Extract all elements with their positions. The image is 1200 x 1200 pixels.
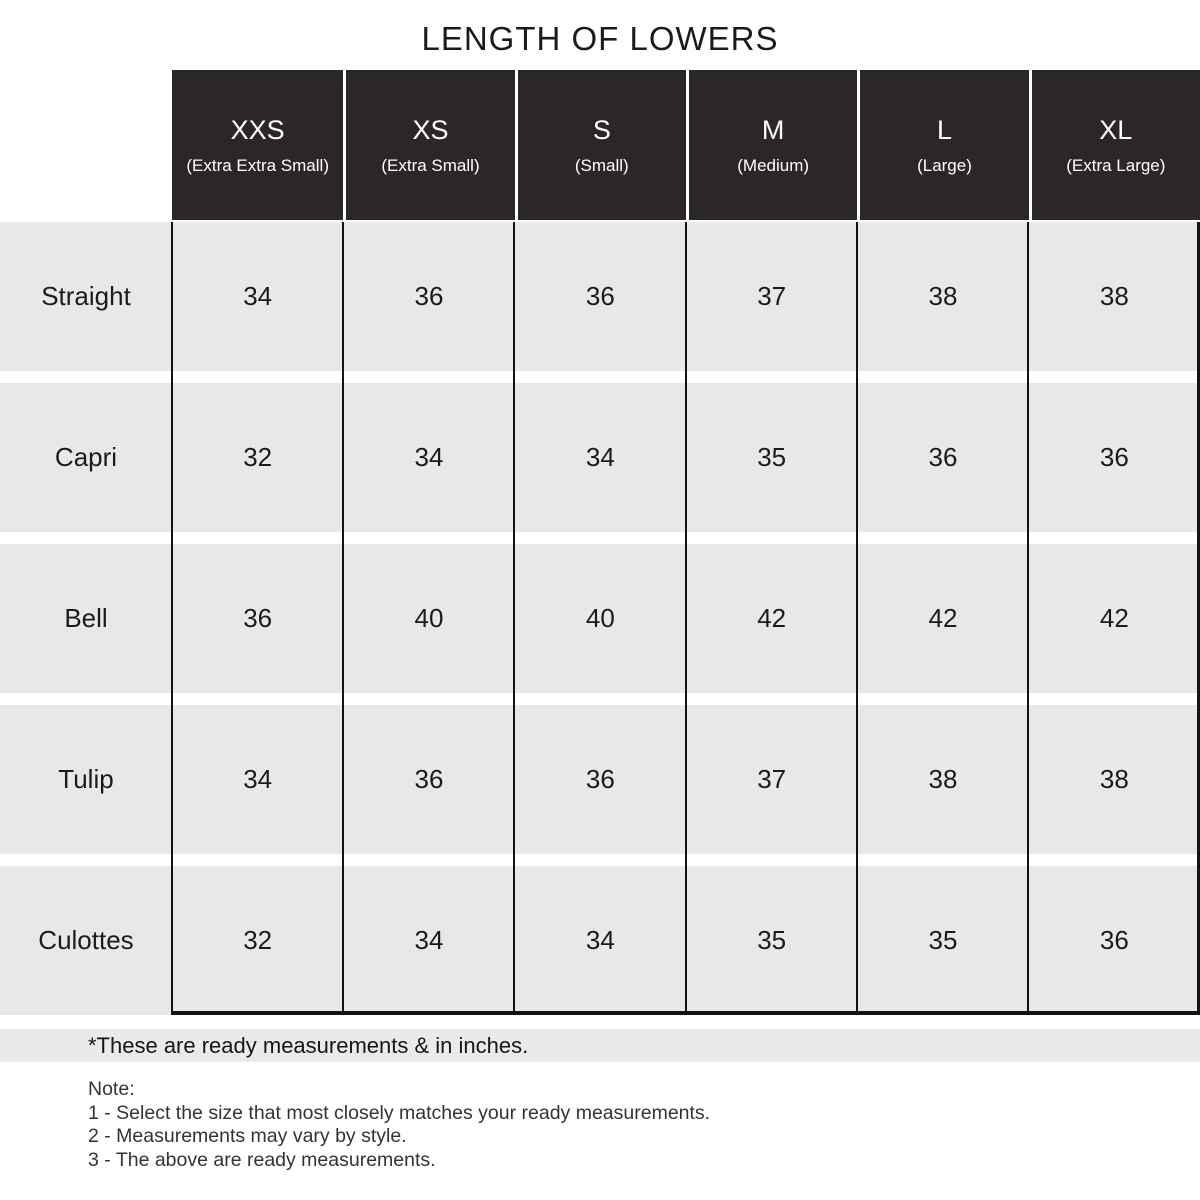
table-cell: 35: [757, 925, 787, 955]
column-header-m: M (Medium): [685, 70, 858, 220]
table-cell: 34: [243, 764, 273, 794]
table-row-bell: Bell 36 40 40 42 42 42: [0, 544, 1200, 693]
column-size-label: M: [761, 114, 785, 145]
table-cell: 36: [585, 281, 615, 311]
table-cell: 40: [585, 603, 615, 633]
table-cell: 36: [414, 764, 444, 794]
size-chart-table: XXS (Extra Extra Small) XS (Extra Small)…: [0, 70, 1200, 1015]
table-cell: 34: [585, 442, 615, 472]
row-label: Straight: [41, 281, 131, 311]
column-header-l: L (Large): [857, 70, 1029, 220]
column-size-label: XL: [1099, 114, 1133, 145]
page-title: LENGTH OF LOWERS: [421, 20, 779, 57]
table-cell: 36: [243, 603, 273, 633]
table-cell: 38: [1099, 764, 1129, 794]
table-corner-cell: [0, 70, 172, 220]
column-size-label: XXS: [230, 114, 285, 145]
table-cell: 36: [1099, 925, 1129, 955]
column-fullname-label: (Extra Small): [381, 155, 480, 175]
column-size-label: L: [936, 114, 952, 145]
table-cell: 38: [928, 764, 958, 794]
table-cell: 35: [928, 925, 958, 955]
table-cell: 42: [1099, 603, 1129, 633]
table-row-tulip: Tulip 34 36 36 37 38 38: [0, 705, 1200, 854]
table-row-capri: Capri 32 34 34 35 36 36: [0, 383, 1200, 532]
column-fullname-label: (Extra Extra Small): [186, 155, 329, 175]
column-size-label: XS: [412, 114, 449, 145]
note-item: 1 - Select the size that most closely ma…: [88, 1101, 711, 1124]
table-cell: 37: [757, 764, 787, 794]
table-cell: 36: [414, 281, 444, 311]
table-cell: 38: [1099, 281, 1129, 311]
column-fullname-label: (Large): [917, 155, 972, 175]
table-cell: 34: [585, 925, 615, 955]
column-header-s: S (Small): [514, 70, 686, 220]
table-cell: 42: [757, 603, 787, 633]
table-cell: 32: [243, 442, 273, 472]
row-label: Capri: [54, 442, 118, 472]
table-header-row: XXS (Extra Extra Small) XS (Extra Small)…: [0, 70, 1200, 220]
row-label: Tulip: [58, 764, 114, 794]
column-fullname-label: (Medium): [737, 155, 810, 175]
note-item: 2 - Measurements may vary by style.: [88, 1125, 407, 1147]
table-cell: 36: [1099, 442, 1129, 472]
table-row-culottes: Culottes 32 34 34 35 35 36: [0, 866, 1200, 1015]
notes-heading: Note:: [88, 1078, 135, 1100]
column-fullname-label: (Extra Large): [1066, 155, 1166, 175]
table-cell: 32: [243, 925, 273, 955]
table-cell: 34: [243, 281, 273, 311]
notes-section: Note: 1 - Select the size that most clos…: [88, 1078, 1200, 1172]
table-cell: 37: [757, 281, 787, 311]
table-body: Straight 34 36 36 37 38 38 Capri 32 34 3…: [0, 222, 1200, 1015]
table-cell: 36: [585, 764, 615, 794]
column-header-xs: XS (Extra Small): [343, 70, 515, 220]
column-size-label: S: [592, 114, 611, 145]
column-fullname-label: (Small): [574, 155, 629, 175]
row-label: Bell: [64, 603, 108, 633]
footnote-band: *These are ready measurements & in inche…: [0, 1029, 1200, 1062]
table-cell: 38: [928, 281, 958, 311]
row-label: Culottes: [38, 925, 134, 955]
table-cell: 34: [414, 442, 444, 472]
column-header-xl: XL (Extra Large): [1028, 70, 1200, 220]
table-cell: 40: [414, 603, 444, 633]
table-cell: 34: [414, 925, 444, 955]
table-cell: 42: [928, 603, 958, 633]
note-item: 3 - The above are ready measurements.: [88, 1148, 436, 1171]
table-cell: 36: [928, 442, 958, 472]
table-row-straight: Straight 34 36 36 37 38 38: [0, 222, 1200, 371]
table-cell: 35: [757, 442, 787, 472]
column-header-xxs: XXS (Extra Extra Small): [172, 70, 344, 220]
